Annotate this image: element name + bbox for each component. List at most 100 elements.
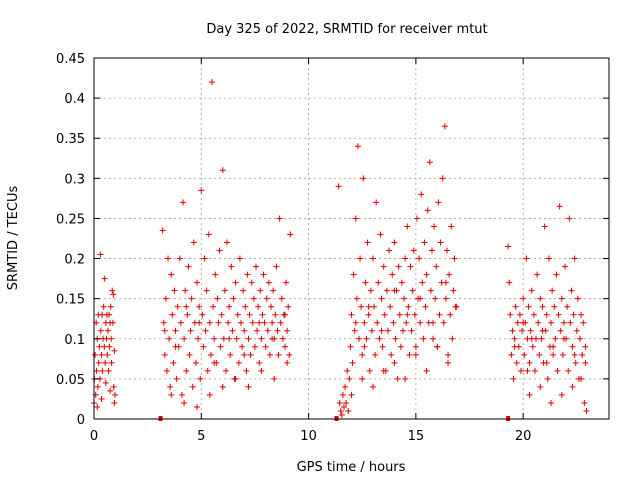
data-point (196, 319, 203, 326)
data-point (446, 271, 453, 278)
data-point (204, 367, 211, 374)
data-point (422, 303, 429, 310)
data-point (101, 343, 108, 350)
data-point (550, 351, 557, 358)
data-point (545, 255, 552, 262)
data-point (206, 319, 213, 326)
data-point (233, 335, 240, 342)
data-point (511, 343, 518, 350)
data-point (167, 383, 174, 390)
data-point (436, 311, 443, 318)
data-point (168, 391, 175, 398)
data-point (352, 215, 359, 222)
y-axis-label: SRMTID / TECUs (6, 186, 21, 291)
data-point (207, 351, 214, 358)
data-point (376, 335, 383, 342)
data-point (534, 271, 541, 278)
data-point (284, 327, 291, 334)
data-point (435, 199, 442, 206)
data-point (554, 367, 561, 374)
data-point (350, 271, 357, 278)
data-point (420, 335, 427, 342)
data-point (375, 279, 382, 286)
data-point (226, 303, 233, 310)
data-point (359, 351, 366, 358)
data-point (519, 327, 526, 334)
data-point (440, 319, 447, 326)
data-point (402, 255, 409, 262)
data-point (543, 311, 550, 318)
data-point (405, 303, 412, 310)
data-point (379, 343, 386, 350)
data-point (161, 351, 168, 358)
data-point (260, 271, 267, 278)
data-point (110, 291, 117, 298)
data-point (430, 335, 437, 342)
data-point (270, 287, 277, 294)
data-point (582, 359, 589, 366)
data-point (365, 303, 372, 310)
data-point (559, 351, 566, 358)
data-point (366, 367, 373, 374)
data-point (277, 319, 284, 326)
data-point (344, 367, 351, 374)
data-point (397, 343, 404, 350)
data-point (283, 279, 290, 286)
data-point (443, 247, 450, 254)
data-point (343, 399, 350, 406)
data-point (221, 287, 228, 294)
x-axis-label: GPS time / hours (297, 460, 406, 475)
data-point (108, 359, 115, 366)
data-point (214, 295, 221, 302)
data-point (404, 311, 411, 318)
data-point (579, 351, 586, 358)
data-point (410, 247, 417, 254)
data-point (104, 327, 111, 334)
data-point (195, 335, 202, 342)
data-point (412, 351, 419, 358)
data-point (194, 403, 200, 410)
data-point (529, 343, 536, 350)
data-point (194, 279, 200, 286)
data-point (188, 295, 195, 302)
data-point (279, 335, 286, 342)
data-point (505, 243, 512, 250)
data-point (391, 287, 398, 294)
data-point (523, 255, 530, 262)
data-point (378, 327, 385, 334)
y-tick-label: 0.1 (64, 333, 85, 348)
data-point (556, 203, 563, 210)
data-point (423, 271, 430, 278)
data-point (192, 359, 199, 366)
data-point (541, 223, 548, 230)
data-point (521, 351, 528, 358)
data-point (353, 295, 360, 302)
data-point (390, 319, 397, 326)
data-point (430, 319, 437, 326)
data-point (451, 255, 458, 262)
y-tick-label: 0.25 (56, 212, 85, 227)
data-point (251, 343, 258, 350)
data-point (357, 255, 364, 262)
data-point (176, 255, 183, 262)
data-point (222, 367, 229, 374)
data-point (512, 303, 519, 310)
data-point (338, 411, 345, 418)
data-point (98, 351, 105, 358)
data-point (108, 335, 115, 342)
y-tick-label: 0.15 (56, 293, 85, 308)
data-point (538, 335, 545, 342)
data-point (371, 303, 378, 310)
data-point (181, 335, 188, 342)
data-point (391, 239, 398, 246)
data-point (285, 303, 292, 310)
data-point (347, 343, 354, 350)
data-point (537, 295, 544, 302)
data-point (219, 383, 226, 390)
data-point (394, 375, 401, 382)
data-point (551, 303, 558, 310)
data-point (566, 215, 573, 222)
data-point (259, 311, 266, 318)
data-point (578, 311, 585, 318)
